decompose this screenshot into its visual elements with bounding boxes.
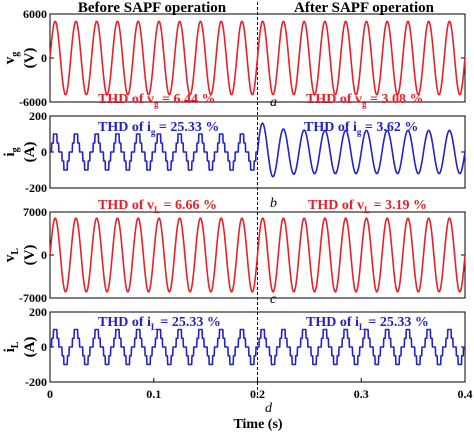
trace-vL-after xyxy=(256,217,466,293)
thd-label-vg-after: THD of vg = 3.08 % xyxy=(306,92,423,109)
ylabel-sub: L xyxy=(10,341,21,348)
ylabel-vL: vL xyxy=(2,248,21,263)
thd-label-vL-after: THD of vL = 3.19 % xyxy=(308,198,427,215)
ytick-label: 200 xyxy=(29,305,47,319)
panel-letter-d: d xyxy=(265,401,273,416)
panel-letter-a: a xyxy=(270,95,277,110)
ylabel-main: v xyxy=(2,56,18,64)
trace-vg-before xyxy=(49,20,259,96)
trace-vg-after xyxy=(256,20,466,96)
ytick-label: 7000 xyxy=(23,205,47,219)
thd-label-iL-after: THD of iL = 25.33 % xyxy=(306,315,429,332)
trace-ig-after xyxy=(256,122,466,178)
thd-label-ig-before: THD of ig = 25.33 % xyxy=(98,120,219,137)
ylabel-unit-ig: (A) xyxy=(22,142,38,163)
xtick-label: 0.3 xyxy=(354,387,369,401)
ylabel-sub: g xyxy=(10,52,21,57)
waveform-traces xyxy=(49,20,466,366)
thd-label-ig-after: THD of ig = 3.62 % xyxy=(304,120,418,137)
ylabel-unit-vL: (V) xyxy=(22,245,38,266)
x-axis-label: Time (s) xyxy=(233,417,282,432)
trace-iL-before xyxy=(49,328,258,366)
thd-label-iL-before: THD of iL = 25.33 % xyxy=(98,315,221,332)
thd-label-vg-before: THD of vg = 6.44 % xyxy=(98,92,215,109)
ytick-label: -200 xyxy=(25,181,47,195)
thd-label-vL-before: THD of vL = 6.66 % xyxy=(98,198,217,215)
ylabel-main: i xyxy=(2,152,18,156)
ytick-label: 0 xyxy=(41,340,47,354)
ytick-label: -200 xyxy=(25,375,47,389)
xtick-label: 0.2 xyxy=(250,387,265,401)
header-after: After SAPF operation xyxy=(294,0,435,16)
xtick-label: 0.1 xyxy=(146,387,161,401)
trace-iL-after xyxy=(257,328,466,366)
ylabel-main: v xyxy=(2,254,18,262)
xtick-label: 0 xyxy=(47,387,53,401)
ytick-label: 0 xyxy=(41,51,47,65)
ylabel-unit-vg: (V) xyxy=(22,48,38,69)
ytick-label: 0 xyxy=(41,248,47,262)
ytick-label: -7000 xyxy=(19,291,47,305)
ylabel-sub: g xyxy=(10,147,21,152)
ylabel-iL: iL xyxy=(2,341,21,352)
panel-letter-c: c xyxy=(270,292,277,307)
trace-ig-before xyxy=(49,133,258,171)
ylabel-sub: L xyxy=(10,248,21,255)
ylabel-ig: ig xyxy=(2,147,21,156)
ytick-label: 6000 xyxy=(23,7,47,21)
header-before: Before SAPF operation xyxy=(78,0,227,16)
ytick-label: 200 xyxy=(29,109,47,123)
xtick-label: 0.4 xyxy=(458,387,473,401)
ytick-label: 0 xyxy=(41,145,47,159)
ylabel-unit-iL: (A) xyxy=(22,337,38,358)
ylabel-main: i xyxy=(2,348,18,352)
ylabel-vg: vg xyxy=(2,52,21,65)
trace-vL-before xyxy=(49,217,259,293)
ytick-label: -6000 xyxy=(19,95,47,109)
panel-letter-b: b xyxy=(270,196,277,211)
